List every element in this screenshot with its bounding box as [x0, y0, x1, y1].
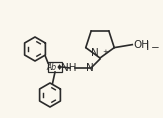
Text: N: N: [86, 63, 94, 73]
FancyBboxPatch shape: [48, 62, 62, 72]
Text: +: +: [102, 48, 108, 55]
Text: N: N: [91, 48, 99, 57]
Text: I: I: [146, 40, 150, 53]
Text: −: −: [151, 43, 160, 53]
Text: Ab♦: Ab♦: [46, 63, 64, 72]
Text: NH: NH: [60, 63, 76, 73]
Text: OH: OH: [133, 40, 149, 50]
